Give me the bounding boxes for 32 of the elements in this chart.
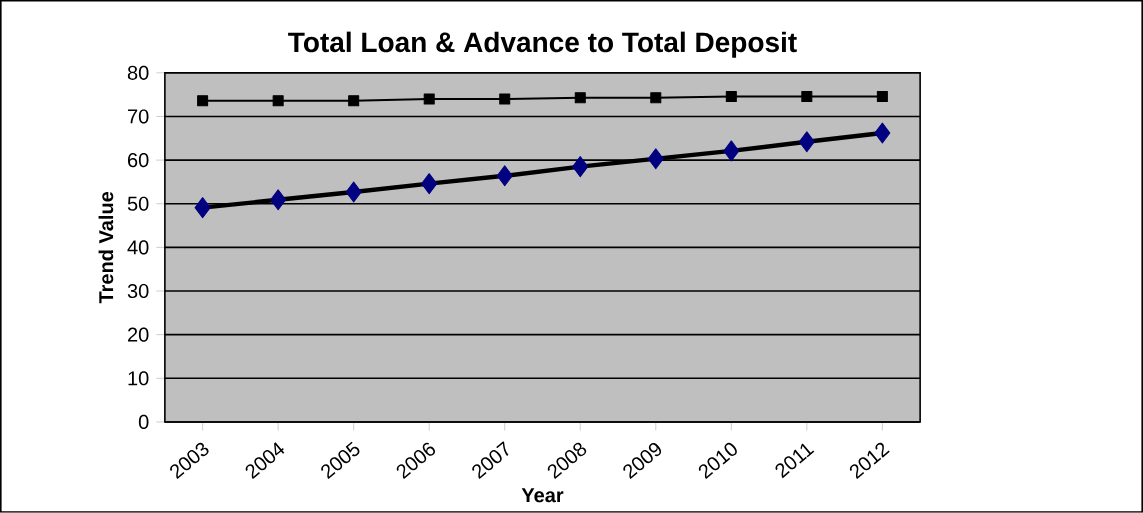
y-tick-label: 70 [128,109,149,124]
point [572,156,589,178]
y-axis-title: Trend Value [98,192,114,304]
y-tick-label: 30 [127,284,149,299]
y-tick-label: 0 [138,414,149,430]
point [496,165,513,187]
y-tick-label: 10 [128,371,149,386]
point [194,197,211,219]
point [345,181,362,203]
point [270,189,287,211]
chart-title: Total Loan & Advance to Total Deposit [288,31,797,58]
point [423,93,435,105]
point [874,122,891,144]
point [723,140,740,162]
point [650,92,662,104]
point [272,95,284,107]
y-tick-label: 40 [127,240,149,255]
y-tick-label: 20 [128,327,149,342]
point [801,90,813,102]
x-axis-title: Year [521,488,564,503]
point [798,131,815,153]
point [197,95,209,107]
point [421,173,438,195]
point [348,95,360,107]
y-tick-label: 50 [127,196,149,211]
point [574,92,586,104]
y-tick-label: 80 [127,65,149,80]
y-tick-label: 60 [128,153,149,168]
point [647,148,664,170]
point [725,90,737,102]
point [499,93,511,105]
point [876,90,888,102]
